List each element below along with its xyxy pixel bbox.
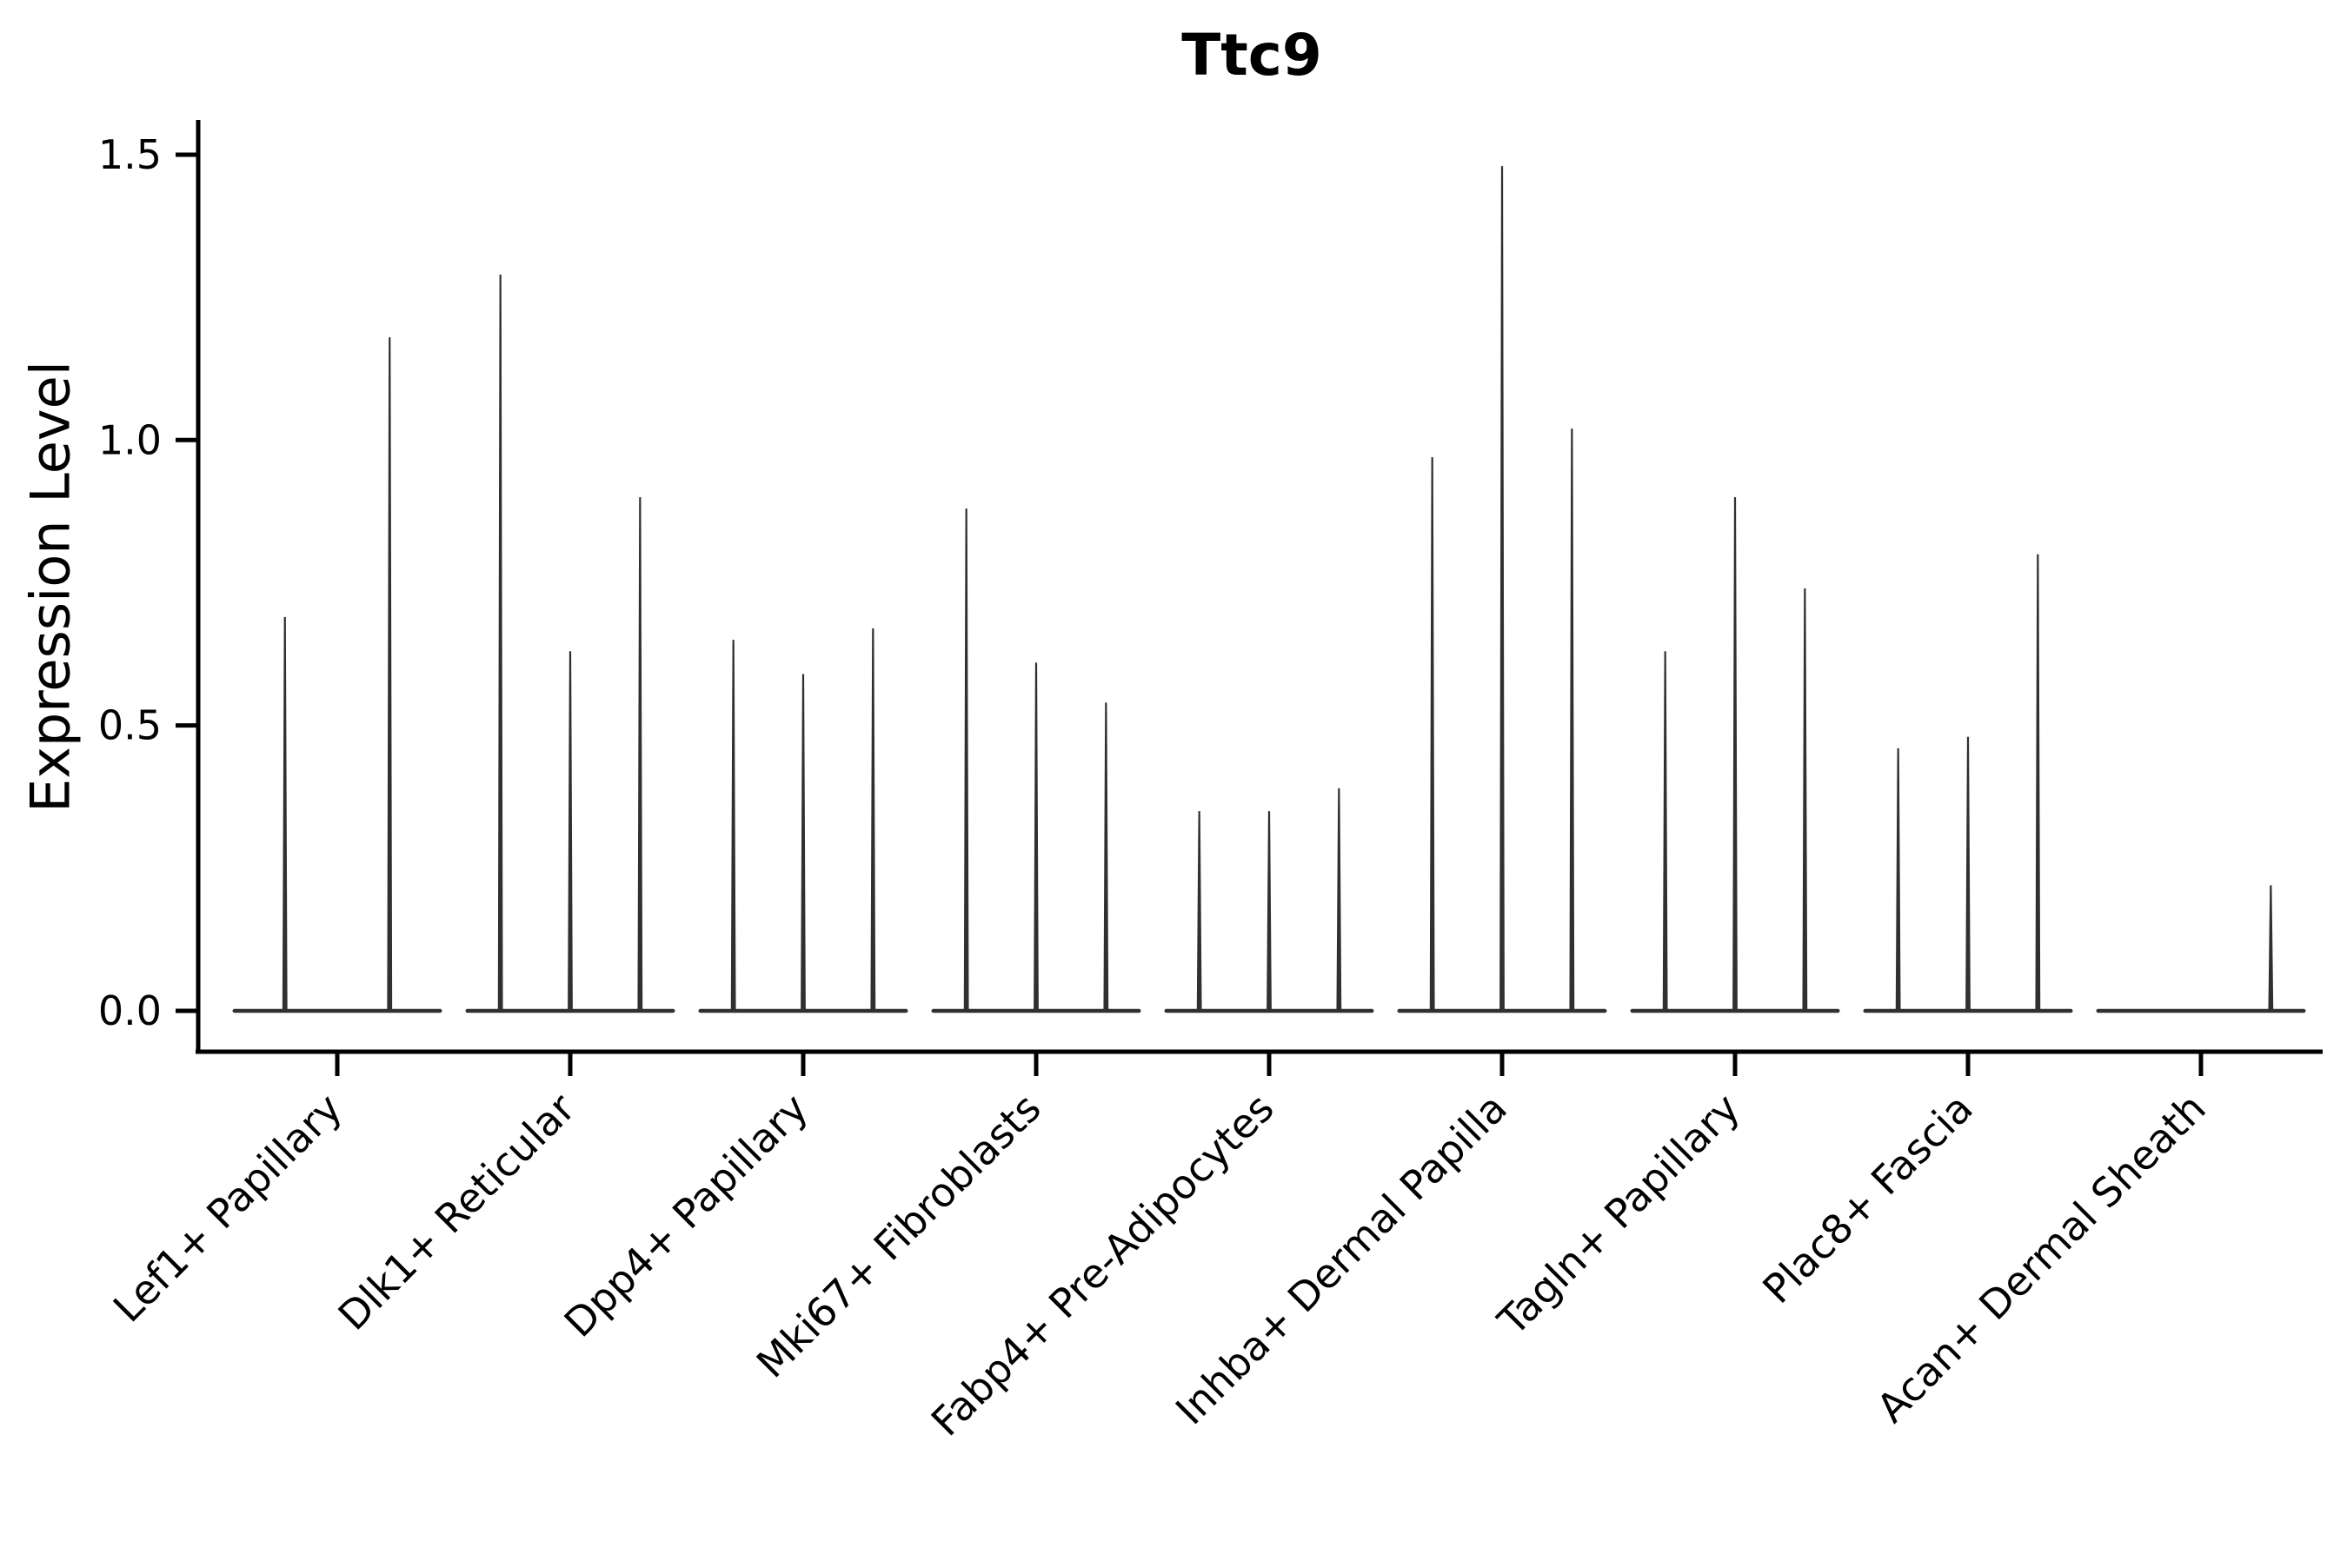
violin-spike <box>282 616 288 1011</box>
violin-spike <box>730 640 736 1011</box>
violin-spike <box>1662 651 1668 1011</box>
violin-spike <box>1336 787 1342 1011</box>
violin-spike <box>1895 747 1901 1011</box>
x-tick-label: Dpp4+ Papillary <box>555 1085 817 1346</box>
violin-spike <box>1034 662 1039 1011</box>
chart-title: Ttc9 <box>1181 22 1322 89</box>
y-tick-label: 1.5 <box>98 131 162 178</box>
violin-spike <box>870 628 876 1011</box>
violin-spike <box>2035 554 2041 1011</box>
y-tick-label: 0.5 <box>98 702 162 749</box>
violin-spike <box>1732 496 1738 1011</box>
violin-spike <box>1429 457 1435 1011</box>
violin-spike <box>1267 811 1272 1011</box>
violin-spike <box>637 496 643 1011</box>
x-tick-label: Dlk1+ Reticular <box>329 1085 584 1339</box>
violin-spike <box>1499 166 1505 1012</box>
y-axis-label: Expression Level <box>19 361 83 813</box>
x-tick-label: Plac8+ Fascia <box>1753 1085 1981 1312</box>
y-tick-label: 1.0 <box>98 416 162 463</box>
y-tick-label: 0.0 <box>98 987 162 1034</box>
violin-baseline <box>2096 1008 2306 1013</box>
violin-spike <box>963 508 969 1011</box>
violin-baseline <box>232 1008 442 1013</box>
violin-spike <box>568 651 573 1011</box>
violin-spike <box>497 274 503 1011</box>
violin-spike <box>1569 429 1575 1011</box>
violin-spike <box>801 674 806 1011</box>
violin-spike <box>1965 736 1971 1011</box>
violin-spike <box>1103 702 1109 1011</box>
violin-spike <box>2268 885 2274 1011</box>
violin-spike <box>1196 811 1202 1011</box>
violin-spike <box>387 337 393 1011</box>
violin-spike <box>1802 588 1808 1011</box>
x-tick-label: Lef1+ Papillary <box>104 1085 351 1332</box>
x-tick-label: Tagln+ Papillary <box>1488 1085 1749 1345</box>
